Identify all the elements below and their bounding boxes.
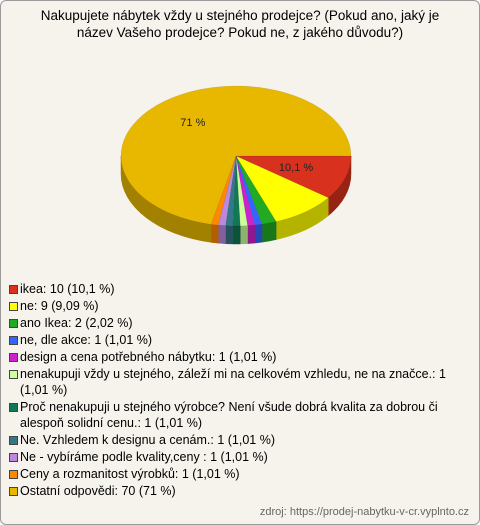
legend-item: ne, dle akce: 1 (1,01 %) <box>9 332 471 348</box>
slice-label: 71 % <box>180 117 205 129</box>
legend-label: Ceny a rozmanitost výrobků: 1 (1,01 %) <box>20 467 240 481</box>
legend-label: Ostatní odpovědi: 70 (71 %) <box>20 484 176 498</box>
legend-item: Ceny a rozmanitost výrobků: 1 (1,01 %) <box>9 466 471 482</box>
legend-item: Ne - vybíráme podle kvality,ceny : 1 (1,… <box>9 449 471 465</box>
legend-label: Ne. Vzhledem k designu a cenám.: 1 (1,01… <box>20 433 275 447</box>
legend-swatch <box>9 436 18 445</box>
pie-area: 10,1 % 71 % <box>120 85 352 245</box>
pie-slice <box>210 155 237 226</box>
slice-side <box>210 224 219 244</box>
slice-side <box>261 221 277 243</box>
pie-sides <box>120 155 352 245</box>
source: zdroj: https://prodej-nabytku-v-cr.vypln… <box>259 506 469 518</box>
pie-slice <box>217 155 237 226</box>
legend-item: ne: 9 (9,09 %) <box>9 298 471 314</box>
legend-item: nenakupuji vždy u stejného, záleží mi na… <box>9 366 471 398</box>
legend-swatch <box>9 302 18 311</box>
chart-title: Nakupujete nábytek vždy u stejného prode… <box>40 8 440 40</box>
pie-slice <box>120 85 352 225</box>
pie-slice <box>235 155 277 225</box>
legend-swatch <box>9 403 18 412</box>
legend-item: ikea: 10 (10,1 %) <box>9 281 471 297</box>
legend-swatch <box>9 470 18 479</box>
legend-swatch <box>9 370 18 379</box>
legend-item: Ostatní odpovědi: 70 (71 %) <box>9 483 471 499</box>
slice-side <box>232 225 241 245</box>
pie-slice <box>225 155 237 227</box>
legend-label: nenakupuji vždy u stejného, záleží mi na… <box>20 367 446 397</box>
legend-item: Ne. Vzhledem k designu a cenám.: 1 (1,01… <box>9 432 471 448</box>
slice-side <box>254 223 263 244</box>
legend-swatch <box>9 453 18 462</box>
pie-slice <box>235 155 329 222</box>
slice-side <box>217 224 226 244</box>
legend-swatch <box>9 319 18 328</box>
legend-swatch <box>9 336 18 345</box>
legend-label: ne, dle akce: 1 (1,01 %) <box>20 333 153 347</box>
legend-swatch <box>9 487 18 496</box>
pie-slice <box>235 155 352 199</box>
legend-item: design a cena potřebného nábytku: 1 (1,0… <box>9 349 471 365</box>
legend-label: ano Ikea: 2 (2,02 %) <box>20 316 133 330</box>
legend-label: ikea: 10 (10,1 %) <box>20 282 115 296</box>
slice-side <box>239 225 248 245</box>
pie-slice <box>235 155 263 226</box>
legend-label: ne: 9 (9,09 %) <box>20 299 99 313</box>
legend-label: Proč nenakupuji u stejného výrobce? Není… <box>20 400 438 430</box>
legend-label: design a cena potřebného nábytku: 1 (1,0… <box>20 350 277 364</box>
legend: ikea: 10 (10,1 %) ne: 9 (9,09 %) ano Ikea:… <box>9 281 471 500</box>
legend-label: Ne - vybíráme podle kvality,ceny : 1 (1,… <box>20 450 268 464</box>
legend-item: ano Ikea: 2 (2,02 %) <box>9 315 471 331</box>
slice-label: 10,1 % <box>279 162 313 174</box>
legend-swatch <box>9 285 18 294</box>
pie-slice <box>235 155 248 227</box>
slice-side <box>225 225 234 245</box>
pie-slice <box>232 155 241 227</box>
slice-side <box>247 224 256 244</box>
legend-item: Proč nenakupuji u stejného výrobce? Není… <box>9 399 471 431</box>
legend-swatch <box>9 353 18 362</box>
pie-slice <box>235 155 256 226</box>
